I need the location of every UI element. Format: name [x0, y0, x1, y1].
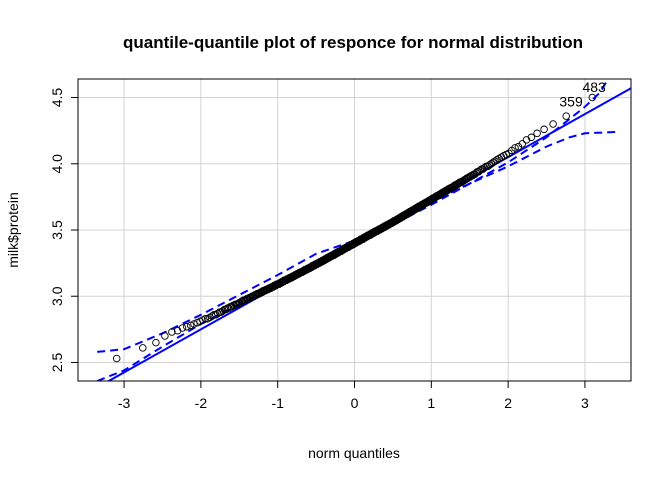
data-point — [152, 338, 160, 347]
x-tick-label-6: 3 — [581, 395, 589, 411]
point-label-1: 359 — [559, 94, 583, 110]
y-axis-label: milk$protein — [5, 192, 21, 267]
data-point — [549, 120, 557, 128]
data-point — [161, 332, 169, 340]
data-point — [491, 157, 499, 165]
y-tick-label-0: 2.5 — [49, 353, 65, 373]
data-point — [533, 129, 541, 138]
y-tick-label-2: 3.5 — [49, 220, 65, 240]
chart-title: quantile-quantile plot of responce for n… — [123, 33, 583, 52]
data-point — [527, 133, 536, 142]
data-point — [139, 344, 147, 352]
data-point — [178, 324, 187, 332]
x-tick-label-2: -1 — [271, 395, 284, 411]
x-tick-label-3: 0 — [351, 395, 359, 411]
point-label-0: 483 — [582, 79, 606, 95]
data-point — [112, 354, 121, 363]
y-tick-label-1: 3.0 — [49, 286, 65, 306]
data-point — [511, 144, 519, 152]
data-point — [562, 112, 570, 120]
data-point — [201, 314, 210, 323]
y-axis: 2.5 3.0 3.5 4.0 4.5 — [49, 88, 78, 373]
x-axis-label: norm quantiles — [308, 445, 400, 461]
data-point — [489, 158, 497, 167]
data-point — [471, 170, 479, 179]
data-point — [183, 322, 191, 331]
data-point — [168, 328, 176, 336]
x-tick-label-1: -2 — [195, 395, 208, 411]
x-tick-label-0: -3 — [118, 395, 131, 411]
x-axis: -3 -2 -1 0 1 2 3 — [118, 381, 589, 411]
data-point — [514, 142, 523, 151]
y-tick-label-3: 4.0 — [49, 154, 65, 174]
data-points — [112, 93, 597, 363]
y-tick-label-4: 4.5 — [49, 88, 65, 108]
data-point — [540, 125, 548, 134]
data-point — [474, 167, 483, 176]
data-point — [493, 156, 501, 164]
data-point — [588, 93, 597, 102]
data-point — [190, 320, 198, 328]
x-tick-label-4: 1 — [427, 395, 435, 411]
data-point — [186, 321, 195, 330]
data-point — [487, 160, 495, 168]
data-point — [518, 140, 526, 148]
x-tick-label-5: 2 — [504, 395, 512, 411]
grid — [78, 79, 631, 381]
